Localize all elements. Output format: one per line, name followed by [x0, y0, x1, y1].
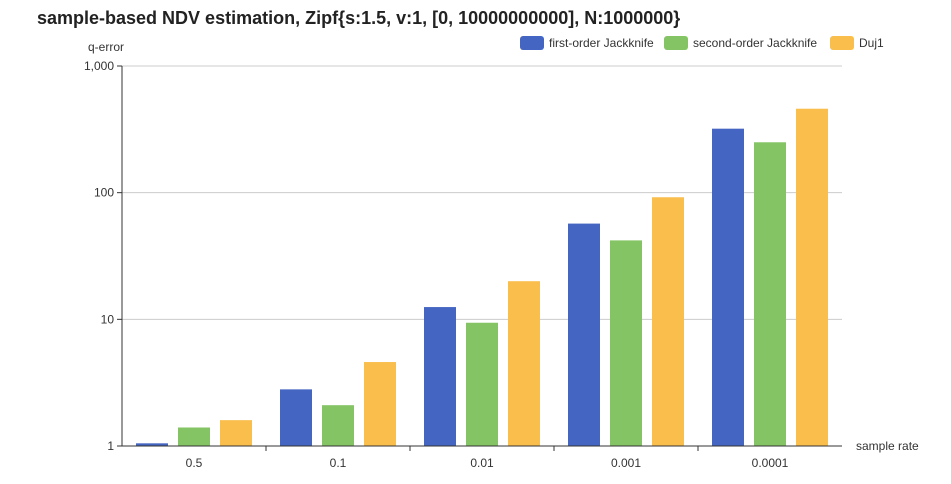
bar — [568, 223, 600, 446]
y-axis-label: q-error — [88, 40, 124, 54]
bar — [280, 389, 312, 446]
y-tick-label: 1,000 — [84, 59, 114, 73]
bar — [754, 142, 786, 446]
y-tick-label: 1 — [107, 439, 114, 453]
legend-label: Duj1 — [859, 36, 884, 50]
bar — [220, 420, 252, 446]
axis-labels: 1 10 100 1,000 0.5 0.1 0.01 0.001 0.0001 q-error s… — [84, 40, 919, 470]
bars — [136, 108, 828, 446]
bar — [178, 427, 210, 446]
legend-swatch — [664, 36, 688, 50]
bar — [508, 281, 540, 446]
bar — [364, 362, 396, 446]
axes — [117, 65, 842, 451]
legend-swatch — [830, 36, 854, 50]
bar — [136, 443, 168, 446]
bar — [652, 197, 684, 446]
bar — [796, 108, 828, 446]
x-tick-label: 0.5 — [186, 456, 203, 470]
bar — [466, 322, 498, 446]
legend-label: second-order Jackknife — [693, 36, 817, 50]
bar — [712, 128, 744, 446]
legend-swatch — [520, 36, 544, 50]
y-tick-label: 10 — [101, 312, 115, 326]
bar — [424, 307, 456, 446]
legend: first-order Jackknife second-order Jackkn… — [520, 36, 884, 50]
x-tick-label: 0.1 — [330, 456, 347, 470]
bar — [322, 405, 354, 446]
y-tick-label: 100 — [94, 186, 114, 200]
legend-label: first-order Jackknife — [549, 36, 654, 50]
chart-title: sample-based NDV estimation, Zipf{s:1.5,… — [37, 8, 681, 28]
x-axis-label: sample rate — [856, 439, 919, 453]
bar — [610, 240, 642, 446]
x-tick-label: 0.001 — [611, 456, 641, 470]
x-tick-label: 0.0001 — [752, 456, 789, 470]
x-tick-label: 0.01 — [470, 456, 494, 470]
